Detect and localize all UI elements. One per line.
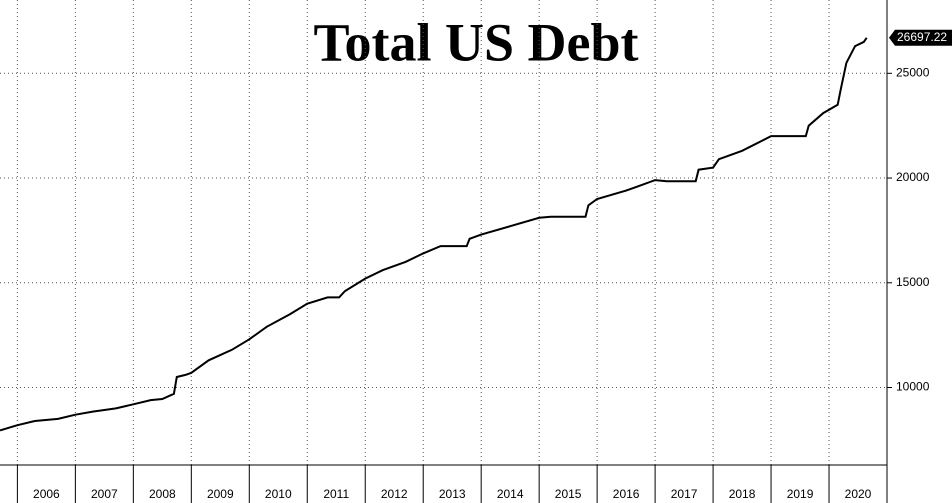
- x-tick-label: 2019: [787, 487, 814, 501]
- x-tick-label: 2009: [207, 487, 234, 501]
- x-tick-label: 2006: [33, 487, 60, 501]
- x-tick-label: 2020: [845, 487, 872, 501]
- x-tick-label: 2016: [613, 487, 640, 501]
- data-line: [0, 37, 868, 432]
- x-tick-label: 2008: [149, 487, 176, 501]
- x-tick-label: 2015: [555, 487, 582, 501]
- x-tick-label: 2012: [381, 487, 408, 501]
- x-tick-label: 2017: [671, 487, 698, 501]
- y-tick-label: 15000: [896, 275, 930, 289]
- x-tick-label: 2013: [439, 487, 466, 501]
- y-tick-label: 20000: [896, 170, 930, 184]
- y-tick-label: 25000: [896, 65, 930, 79]
- x-tick-label: 2010: [265, 487, 292, 501]
- chart-title: Total US Debt: [313, 12, 638, 72]
- x-tick-label: 2007: [91, 487, 118, 501]
- x-tick-label: 2011: [323, 487, 349, 501]
- y-tick-label: 10000: [896, 380, 930, 394]
- x-tick-label: 2014: [497, 487, 524, 501]
- last-value-label: 26697.22: [897, 30, 947, 44]
- last-value-box: [889, 29, 952, 46]
- x-tick-label: 2018: [729, 487, 756, 501]
